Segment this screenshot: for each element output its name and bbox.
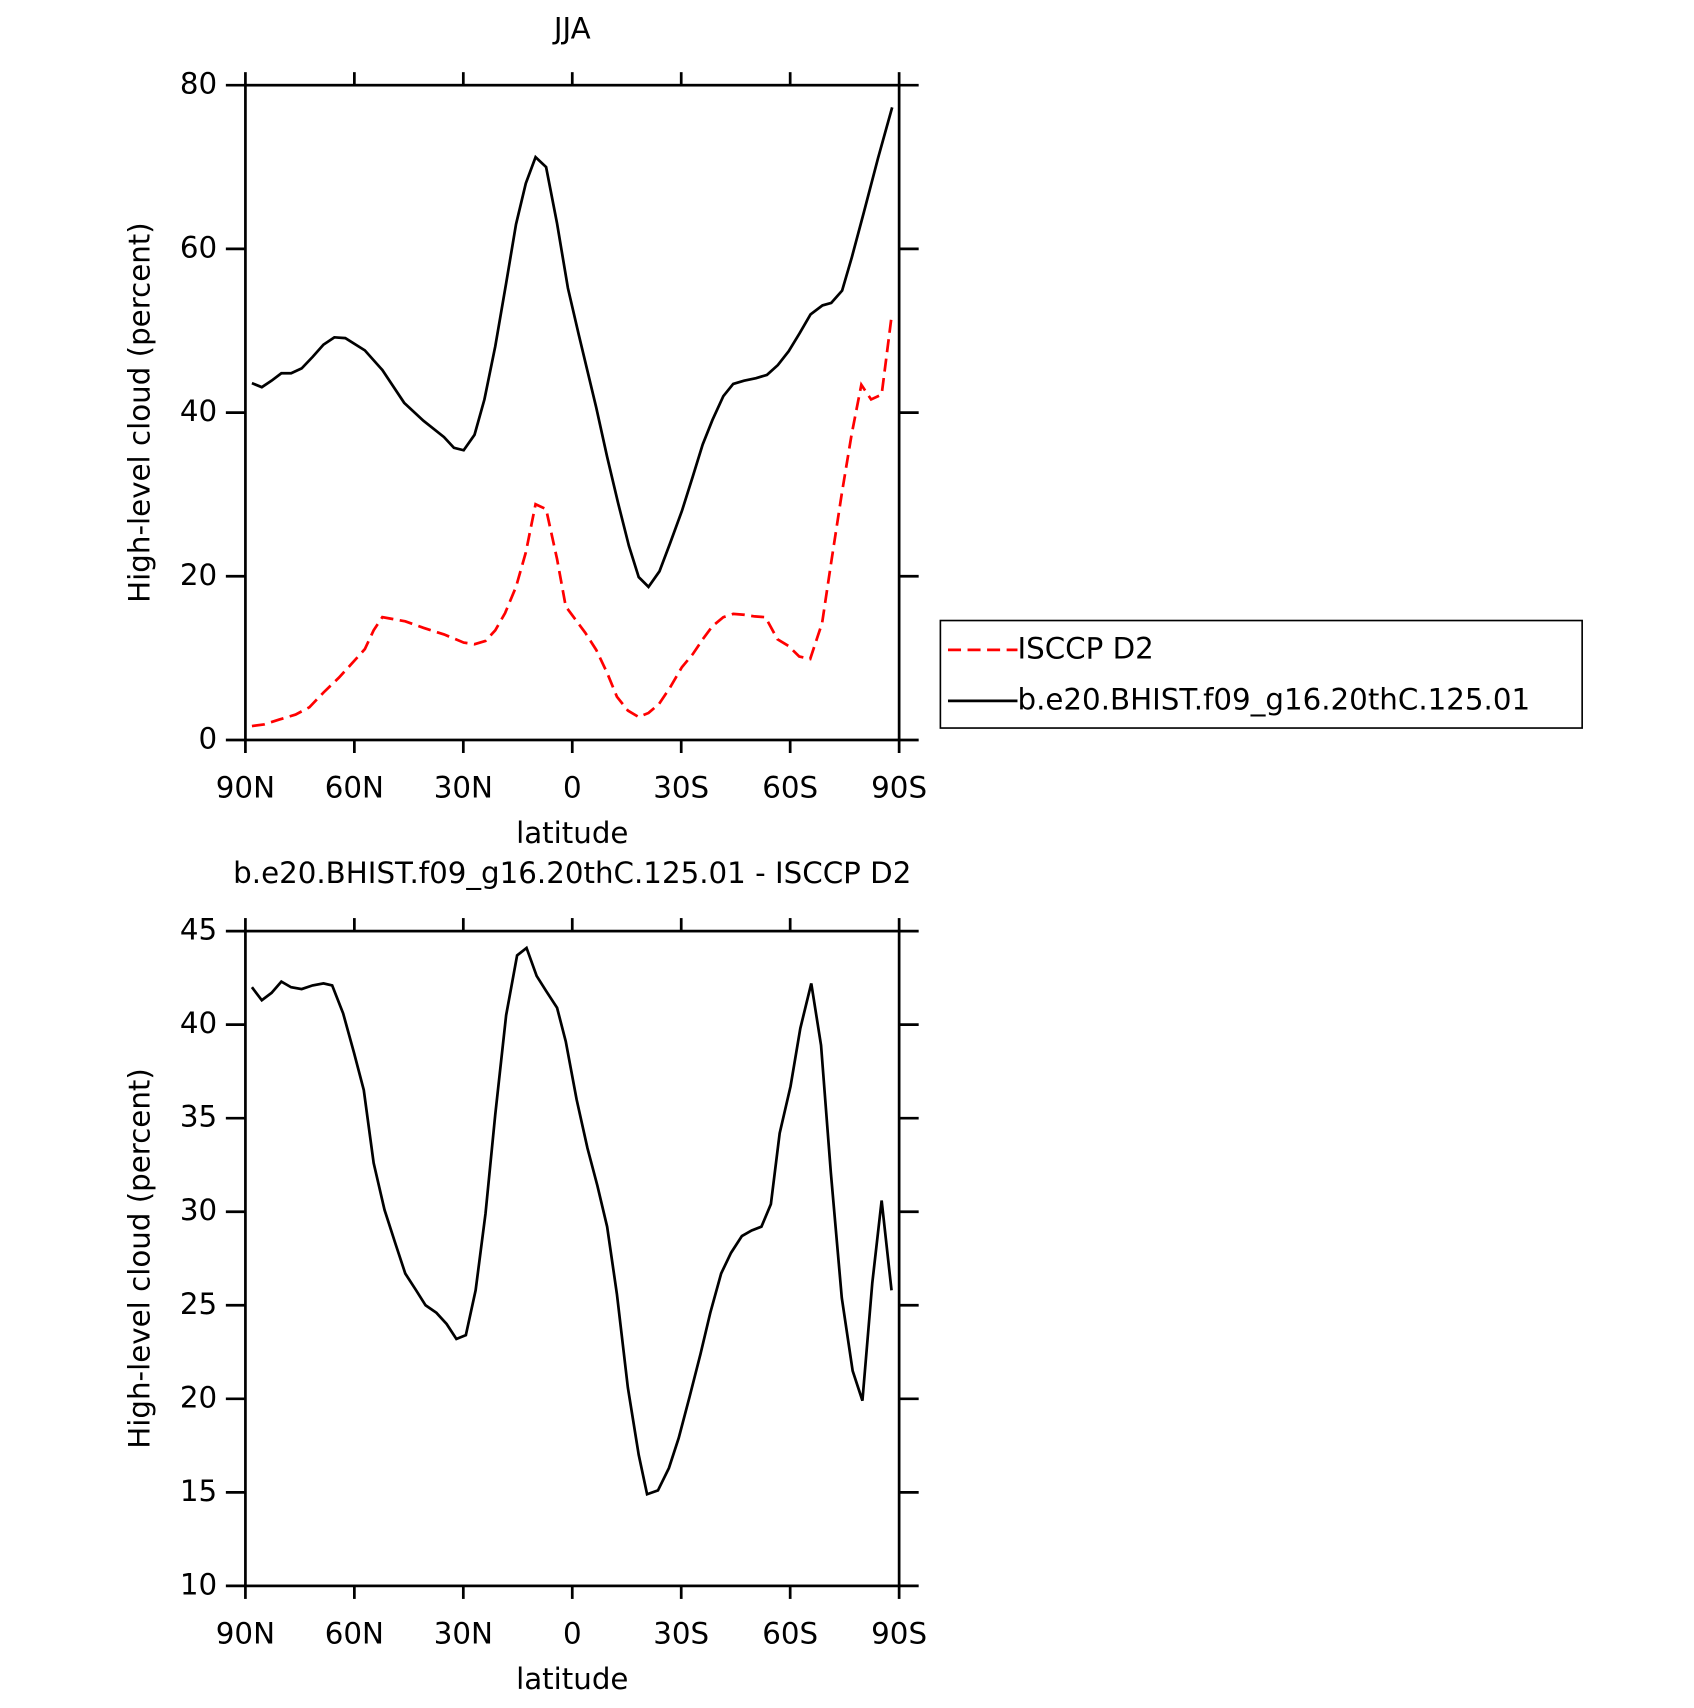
data-line — [251, 316, 893, 728]
x-tick-label: 90S — [871, 1616, 927, 1650]
y-tick-label: 45 — [180, 913, 217, 947]
x-axis-label: latitude — [516, 1662, 628, 1696]
y-tick-label: 10 — [180, 1567, 217, 1601]
x-tick-label: 30S — [653, 1616, 709, 1650]
x-tick-label: 30N — [434, 770, 493, 804]
plot-frame — [244, 929, 901, 1588]
y-tick-label: 20 — [180, 1380, 217, 1414]
x-tick-label: 90N — [216, 1616, 275, 1650]
y-tick-label: 80 — [180, 67, 217, 101]
y-tick-label: 60 — [180, 230, 217, 264]
y-tick-label: 30 — [180, 1193, 217, 1227]
y-axis-label: High-level cloud (percent) — [123, 1068, 157, 1449]
legend-label: ISCCP D2 — [1017, 631, 1153, 665]
y-tick-label: 40 — [180, 1006, 217, 1040]
data-line — [250, 945, 893, 1497]
chart-title: JJA — [552, 11, 591, 45]
data-line — [251, 106, 894, 589]
y-tick-label: 0 — [199, 721, 218, 755]
y-tick-label: 25 — [180, 1287, 217, 1321]
x-tick-label: 0 — [563, 770, 582, 804]
x-tick-label: 90S — [871, 770, 927, 804]
x-tick-label: 60N — [325, 770, 384, 804]
x-tick-label: 90N — [216, 770, 275, 804]
x-tick-label: 0 — [563, 1616, 582, 1650]
y-tick-label: 15 — [180, 1474, 217, 1508]
y-tick-label: 35 — [180, 1100, 217, 1134]
x-tick-label: 60S — [762, 1616, 818, 1650]
x-tick-label: 30S — [653, 770, 709, 804]
plot-frame — [244, 83, 901, 742]
x-axis-label: latitude — [516, 816, 628, 850]
legend-box — [939, 619, 1583, 729]
x-tick-label: 30N — [434, 1616, 493, 1650]
legend-label: b.e20.BHIST.f09_g16.20thC.125.01 — [1017, 682, 1530, 716]
x-tick-label: 60N — [325, 1616, 384, 1650]
y-axis-label: High-level cloud (percent) — [123, 222, 157, 603]
y-tick-label: 40 — [180, 394, 217, 428]
y-tick-label: 20 — [180, 558, 217, 592]
chart-title: b.e20.BHIST.f09_g16.20thC.125.01 - ISCCP… — [233, 856, 911, 890]
x-tick-label: 60S — [762, 770, 818, 804]
